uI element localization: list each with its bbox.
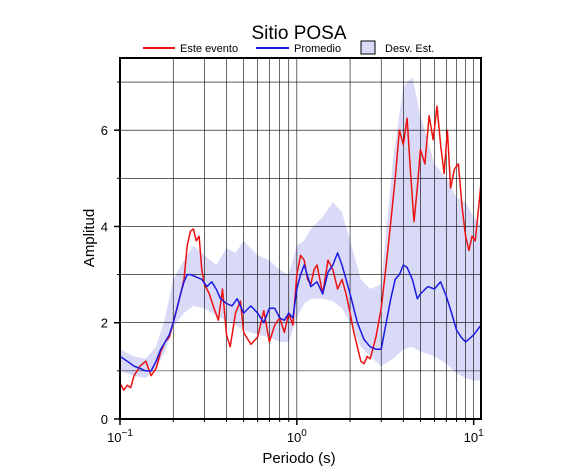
x-tick-label: 101 — [464, 428, 484, 445]
y-tick-label: 6 — [101, 123, 108, 138]
legend-label-promedio: Promedio — [294, 43, 341, 55]
x-tick-label: 10−1 — [107, 428, 133, 445]
plot-frame — [119, 57, 482, 420]
y-tick-label: 0 — [101, 412, 108, 427]
legend-swatch-desv-est — [360, 40, 376, 55]
legend-label-desv-est: Desv. Est. — [385, 43, 434, 55]
series-layer — [120, 105, 481, 391]
chart-title: Sitio POSA — [251, 23, 346, 44]
y-tick-label: 4 — [101, 219, 108, 234]
tick-layer: 0 2 4 6 10−1 100 101 — [101, 81, 484, 445]
legend-label-este-evento: Este evento — [180, 43, 238, 55]
x-axis-label: Periodo (s) — [262, 450, 335, 467]
series-line-promedio — [120, 252, 481, 372]
legend: Este evento Promedio Desv. Est. — [143, 40, 434, 55]
band-layer — [120, 77, 481, 381]
grid-layer — [120, 58, 481, 419]
x-tick-label: 100 — [287, 428, 307, 445]
y-tick-label: 2 — [101, 316, 108, 331]
y-axis-label: Amplitud — [81, 209, 98, 267]
std-dev-band — [120, 77, 481, 381]
